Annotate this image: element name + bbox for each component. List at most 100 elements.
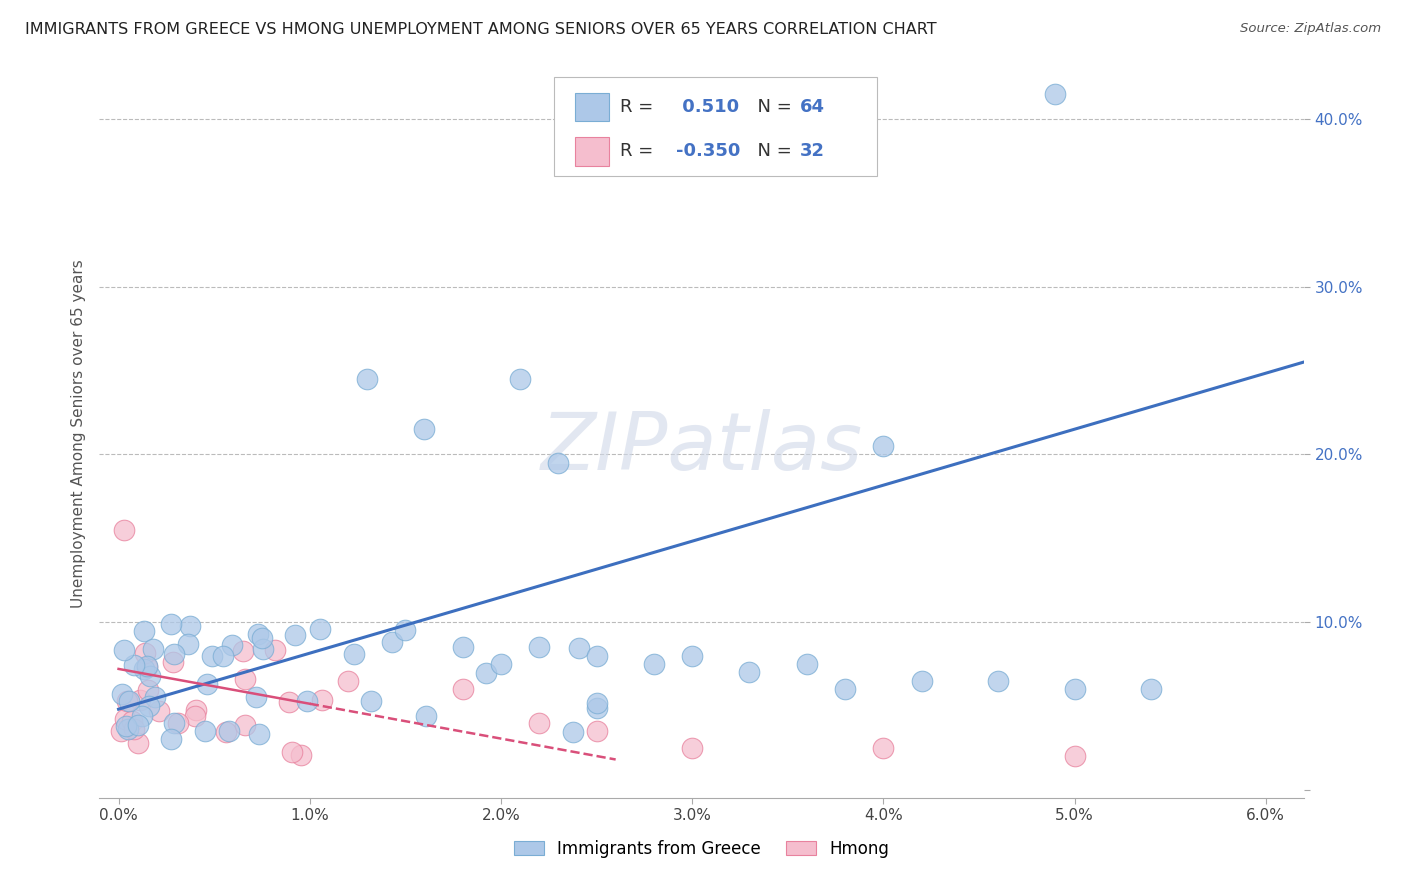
Point [280, 745, 302, 759]
Point [136, 659, 159, 673]
Point [489, 657, 512, 671]
Point [290, 748, 312, 763]
Point [872, 439, 894, 453]
Point [681, 648, 703, 663]
Point [134, 646, 156, 660]
Point [110, 724, 132, 739]
Point [163, 647, 186, 661]
Point [127, 736, 149, 750]
Legend: Immigrants from Greece, Hmong: Immigrants from Greece, Hmong [509, 835, 894, 863]
Point [215, 725, 238, 739]
Point [547, 456, 569, 470]
Point [138, 668, 160, 682]
Point [221, 638, 243, 652]
Point [112, 643, 135, 657]
Point [142, 641, 165, 656]
Point [233, 673, 256, 687]
Point [177, 637, 200, 651]
Point [127, 718, 149, 732]
Point [114, 719, 136, 733]
Point [112, 523, 135, 537]
Point [124, 722, 146, 736]
Point [134, 624, 156, 639]
Point [527, 640, 550, 654]
Text: 32: 32 [800, 143, 825, 161]
Point [451, 640, 474, 654]
Point [1063, 749, 1085, 764]
Text: ZIPatlas: ZIPatlas [541, 409, 863, 487]
Text: R =: R = [620, 98, 659, 116]
Point [585, 723, 607, 738]
Point [1045, 87, 1067, 101]
Point [184, 709, 207, 723]
Point [247, 727, 270, 741]
Text: -0.350: -0.350 [676, 143, 741, 161]
Point [143, 690, 166, 705]
Point [195, 677, 218, 691]
Point [987, 673, 1010, 688]
Point [134, 662, 156, 676]
Point [179, 618, 201, 632]
Point [247, 627, 270, 641]
Text: Source: ZipAtlas.com: Source: ZipAtlas.com [1240, 22, 1381, 36]
Point [872, 740, 894, 755]
Point [160, 731, 183, 746]
Point [356, 372, 378, 386]
Point [1063, 681, 1085, 696]
Point [643, 657, 665, 671]
Point [212, 648, 235, 663]
Point [166, 716, 188, 731]
Point [121, 714, 143, 728]
Point [111, 687, 134, 701]
Text: N =: N = [747, 98, 799, 116]
Point [194, 723, 217, 738]
Point [413, 422, 436, 436]
Point [415, 709, 437, 723]
Point [738, 665, 761, 680]
Point [124, 657, 146, 672]
Point [160, 616, 183, 631]
Point [585, 696, 607, 710]
Point [114, 712, 136, 726]
Text: 64: 64 [800, 98, 825, 116]
Point [162, 655, 184, 669]
Point [311, 692, 333, 706]
Point [295, 694, 318, 708]
Point [527, 715, 550, 730]
Point [264, 643, 287, 657]
Point [509, 372, 531, 386]
Point [394, 624, 416, 638]
Point [360, 694, 382, 708]
Text: IMMIGRANTS FROM GREECE VS HMONG UNEMPLOYMENT AMONG SENIORS OVER 65 YEARS CORRELA: IMMIGRANTS FROM GREECE VS HMONG UNEMPLOY… [25, 22, 936, 37]
Point [233, 718, 256, 732]
Point [218, 723, 240, 738]
Point [562, 725, 585, 739]
Point [163, 715, 186, 730]
Point [451, 681, 474, 696]
Point [309, 622, 332, 636]
Point [184, 702, 207, 716]
Text: R =: R = [620, 143, 659, 161]
Point [245, 690, 267, 705]
Point [585, 648, 607, 663]
Point [136, 682, 159, 697]
Point [232, 644, 254, 658]
Text: 0.510: 0.510 [676, 98, 740, 116]
Point [131, 709, 153, 723]
Point [474, 666, 496, 681]
Point [568, 641, 591, 656]
Text: N =: N = [747, 143, 799, 161]
Point [201, 649, 224, 664]
Point [250, 631, 273, 645]
Point [117, 694, 139, 708]
Point [681, 740, 703, 755]
Y-axis label: Unemployment Among Seniors over 65 years: Unemployment Among Seniors over 65 years [72, 259, 86, 607]
Point [284, 628, 307, 642]
Point [138, 699, 160, 714]
Point [343, 647, 366, 661]
Point [117, 722, 139, 736]
Point [796, 657, 818, 671]
Point [910, 673, 932, 688]
Point [337, 673, 360, 688]
Point [148, 704, 170, 718]
